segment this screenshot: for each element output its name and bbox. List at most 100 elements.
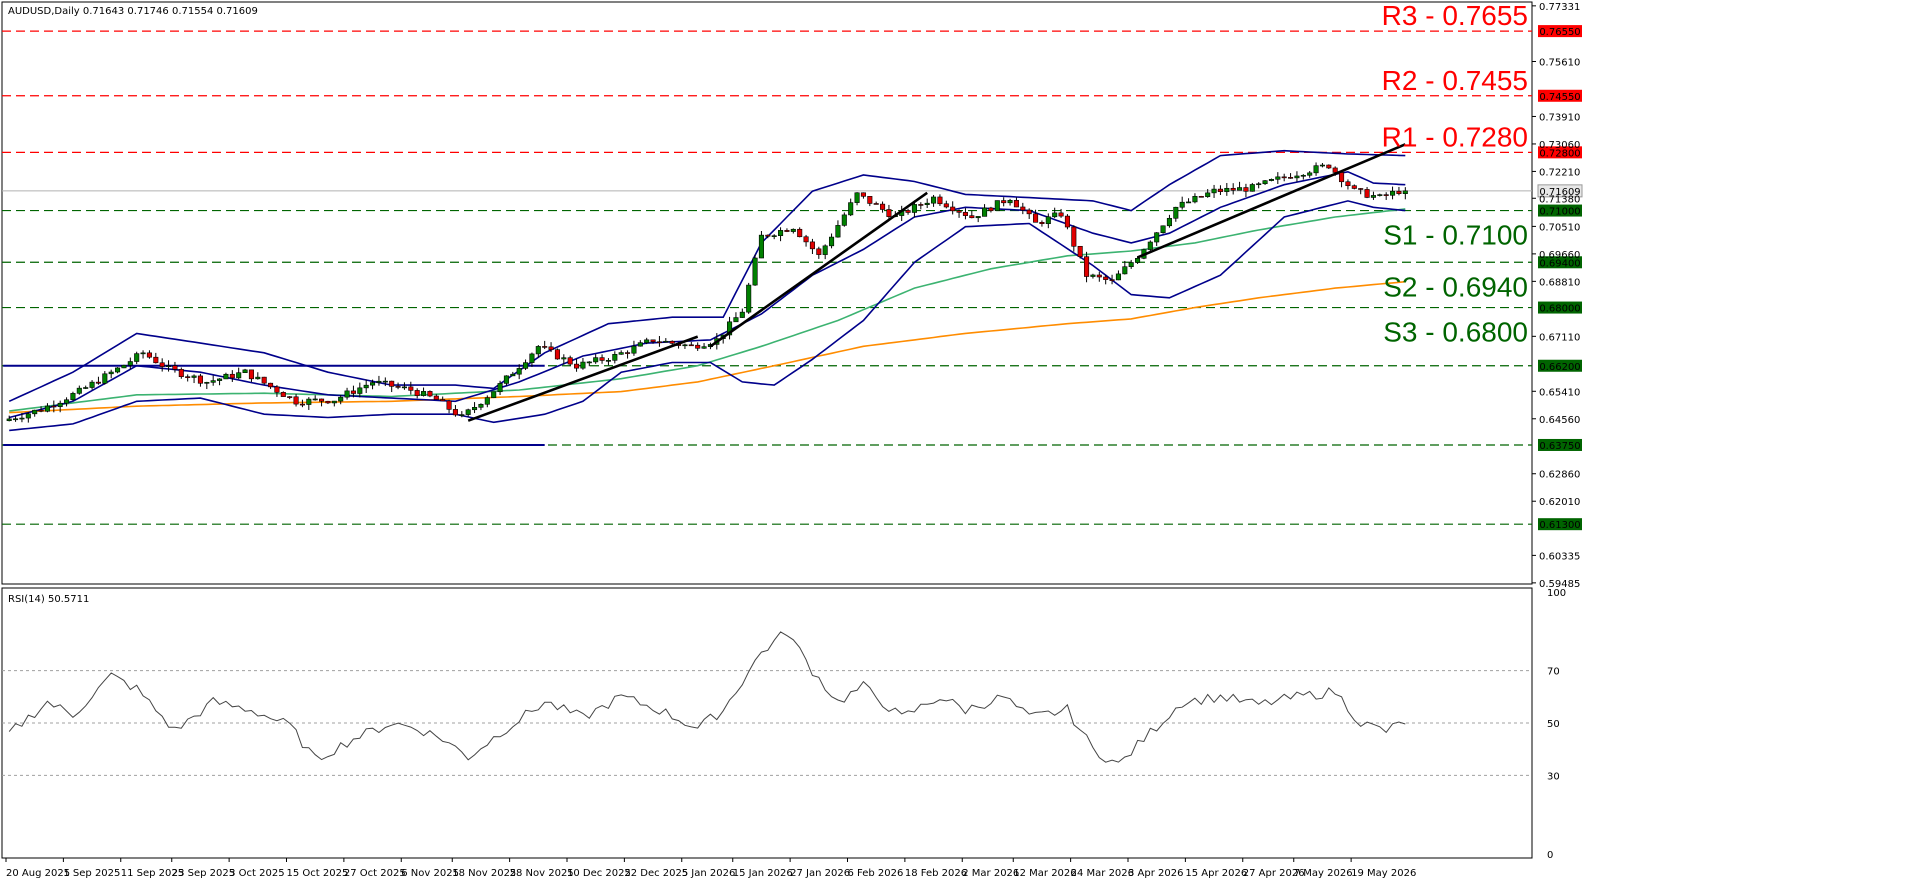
candle-body — [797, 228, 803, 238]
candle-body — [140, 352, 146, 355]
candle-body — [809, 241, 815, 250]
candle-body — [261, 376, 267, 384]
candle-body — [197, 375, 203, 384]
candle-body — [1345, 181, 1351, 187]
candle-body — [229, 373, 235, 379]
candle-body — [115, 367, 121, 373]
candle-body — [1115, 273, 1121, 281]
candle-body — [280, 392, 286, 397]
rsi-panel: 100 70 50 30 0 — [2, 588, 1566, 861]
time-tick-label: 23 Sep 2025 — [172, 868, 235, 879]
levels-layer — [2, 30, 1532, 525]
price-tick-label: 0.77331 — [1539, 2, 1580, 13]
level-tag-text-s3: 0.68000 — [1539, 304, 1580, 315]
candle-body — [478, 403, 484, 408]
level-label-s3: S3 - 0.6800 — [1383, 317, 1528, 348]
candle-body — [1103, 276, 1109, 280]
candle-body — [293, 396, 299, 405]
candle-body — [363, 384, 369, 389]
bollinger-upper-line — [8, 149, 1406, 403]
candle-body — [962, 212, 968, 216]
candle-body — [70, 393, 76, 401]
candle-body — [860, 192, 866, 197]
candle-body — [491, 391, 497, 399]
time-tick-label: 6 Nov 2025 — [401, 868, 459, 879]
candle-body — [631, 345, 637, 354]
candle-body — [612, 354, 618, 361]
level-label-s2: S2 - 0.6940 — [1383, 271, 1528, 302]
candle-body — [350, 390, 356, 394]
candle-body — [217, 378, 223, 381]
time-tick-label: 15 Jan 2026 — [733, 868, 793, 879]
candle-body — [771, 235, 777, 237]
candle-body — [784, 230, 790, 232]
candle-body — [465, 409, 471, 415]
price-tick-label: 0.62010 — [1539, 497, 1580, 508]
candle-body — [542, 346, 548, 348]
candle-body — [988, 207, 994, 212]
rsi-tick-label: 50 — [1547, 719, 1560, 730]
level-tag-r2 — [1538, 89, 1582, 102]
candle-body — [1205, 192, 1211, 197]
candle-body — [185, 376, 191, 378]
time-tick-label: 1 Sep 2025 — [63, 868, 120, 879]
candle-body — [1256, 183, 1262, 186]
time-tick-label: 28 Nov 2025 — [510, 868, 574, 879]
candle-body — [370, 382, 376, 386]
candle-body — [1109, 279, 1115, 281]
candle-body — [1339, 172, 1345, 183]
candle-body — [312, 398, 318, 401]
time-tick-label: 27 Jan 2026 — [790, 868, 850, 879]
candle-body — [1294, 175, 1300, 179]
price-tick-label: 0.60335 — [1539, 551, 1580, 562]
candle-body — [548, 346, 554, 350]
candle-body — [414, 390, 420, 396]
candle-body — [1033, 213, 1039, 223]
candle-body — [618, 352, 624, 355]
candles-layer — [6, 162, 1408, 423]
candle-body — [6, 418, 12, 422]
candle-body — [102, 373, 108, 384]
candle-body — [605, 360, 611, 362]
candle-body — [1224, 187, 1230, 192]
candle-body — [1039, 222, 1045, 224]
candle-body — [1198, 196, 1204, 198]
candle-body — [931, 196, 937, 204]
candle-body — [733, 317, 739, 323]
price-tick-label: 0.75610 — [1539, 57, 1580, 68]
candle-body — [306, 398, 312, 405]
level-tag-r3 — [1538, 25, 1582, 38]
trendline-0 — [467, 335, 699, 422]
candle-body — [835, 225, 841, 238]
candle-body — [758, 234, 764, 259]
candle-body — [1358, 188, 1364, 190]
candle-body — [223, 373, 229, 380]
time-tick-label: 2 Mar 2026 — [962, 868, 1019, 879]
candle-body — [535, 346, 541, 355]
candle-body — [1192, 196, 1198, 203]
candle-body — [982, 207, 988, 217]
candle-body — [1186, 201, 1192, 204]
candle-body — [854, 192, 860, 203]
candle-body — [822, 245, 828, 255]
candle-body — [567, 357, 573, 365]
candle-body — [1300, 174, 1306, 177]
candle-body — [389, 380, 395, 387]
candle-body — [1122, 266, 1128, 275]
price-axis: 0.76550 0.74550 0.72800 0.71000 0.69400 0.680… — [1532, 2, 1583, 590]
candle-body — [1001, 200, 1007, 204]
time-tick-label: 15 Oct 2025 — [287, 868, 349, 879]
candle-body — [331, 400, 337, 404]
level-tag-text-l6375: 0.63750 — [1539, 441, 1580, 452]
candle-body — [924, 202, 930, 205]
candle-body — [886, 209, 892, 217]
level-tag-text-l6130: 0.61300 — [1539, 520, 1580, 531]
candle-body — [83, 387, 89, 389]
level-label-s1: S1 - 0.7100 — [1383, 220, 1528, 251]
candle-body — [739, 311, 745, 318]
candle-body — [1179, 201, 1185, 208]
trendline-2 — [1137, 143, 1406, 259]
candle-body — [1351, 185, 1357, 189]
candle-body — [503, 375, 509, 384]
